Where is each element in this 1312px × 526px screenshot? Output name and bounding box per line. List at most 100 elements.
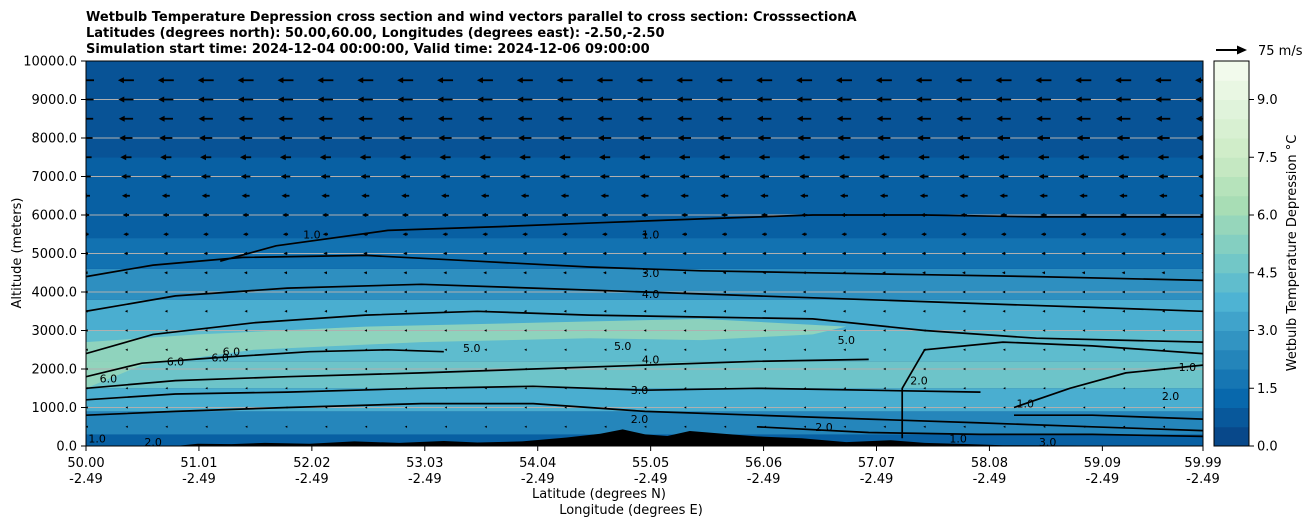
wind-vector	[1077, 154, 1089, 161]
wind-vector	[923, 348, 926, 351]
wind-vector	[722, 271, 726, 275]
wind-vector	[683, 406, 687, 409]
wind-vector	[1081, 271, 1085, 275]
wind-vector	[842, 309, 846, 313]
wind-vector	[241, 193, 250, 199]
wind-vector	[883, 329, 886, 332]
wind-vector	[202, 212, 209, 218]
wind-vector	[125, 329, 128, 332]
wind-vector	[719, 173, 730, 180]
wind-vector	[1035, 96, 1052, 103]
wind-vector	[1160, 232, 1166, 237]
wind-vector	[483, 290, 487, 294]
wind-vector	[597, 96, 613, 103]
y-tick-label: 9000.0	[32, 93, 78, 108]
wind-vector	[563, 309, 567, 313]
y-tick-label: 8000.0	[32, 132, 78, 147]
colorbar-band	[1214, 61, 1249, 81]
wind-vector	[601, 212, 608, 218]
plot-area: 1.03.04.05.0 5.0 5.06.06.0 6.06.04.03.02.01…	[86, 61, 1203, 446]
wind-vector	[1159, 212, 1167, 218]
wind-vector	[683, 348, 687, 351]
wind-vector	[524, 425, 527, 428]
contour-label-7: 6.0	[167, 355, 185, 368]
wind-vector	[723, 329, 727, 332]
wind-vector	[397, 77, 414, 84]
wind-vector	[317, 96, 333, 103]
wind-vector	[999, 193, 1008, 199]
wind-vector	[1082, 290, 1085, 294]
contour-line-5.0-3	[86, 310, 1203, 355]
wind-vector	[404, 329, 407, 332]
wind-vector	[958, 154, 970, 161]
wind-vector	[317, 77, 334, 84]
wind-vector	[883, 348, 886, 351]
wind-vector	[280, 173, 291, 180]
colorbar-band	[1214, 215, 1249, 235]
wind-vector	[604, 348, 607, 351]
wind-vector	[642, 251, 647, 256]
wind-vector	[1195, 77, 1203, 84]
wind-vector	[119, 135, 133, 141]
wind-vector	[563, 290, 567, 294]
wind-vector	[244, 309, 248, 313]
wind-vector	[996, 135, 1011, 141]
colorbar-tick-label: 1.5	[1257, 382, 1278, 397]
wind-vector	[799, 173, 809, 180]
wind-vector	[1122, 406, 1126, 409]
wind-vector	[681, 212, 688, 218]
wind-vector	[763, 348, 766, 351]
wind-vector	[560, 193, 569, 199]
wind-vector	[643, 348, 647, 351]
wind-vector	[198, 115, 213, 122]
wind-vector	[484, 367, 487, 371]
wind-vector	[681, 232, 687, 237]
wind-vectors	[86, 77, 1203, 428]
wind-vector	[482, 232, 488, 237]
wind-vector	[995, 77, 1012, 84]
wind-vector	[958, 173, 969, 180]
wind-vector	[918, 154, 930, 161]
wind-vector	[876, 115, 892, 122]
wind-vector	[1199, 213, 1203, 217]
wind-vector	[600, 193, 609, 199]
y-tick-label: 0.0	[56, 440, 77, 455]
wind-vector	[803, 425, 806, 428]
wind-vector	[1042, 329, 1046, 332]
wind-vector	[444, 367, 447, 371]
contour-label-0: 1.0	[642, 228, 660, 241]
x-tick-label-lat: 54.04	[519, 456, 556, 471]
wind-vector	[403, 271, 407, 275]
wind-vector	[922, 271, 926, 275]
wind-vector	[1122, 309, 1125, 313]
wind-vector	[360, 173, 371, 180]
wind-vector	[1122, 348, 1126, 351]
wind-vector	[1195, 115, 1203, 122]
contour-line-3.0-11	[1014, 414, 1203, 420]
wind-vector	[916, 115, 931, 122]
wind-vector	[398, 135, 412, 141]
y-tick-label: 6000.0	[32, 209, 78, 224]
wind-vector	[723, 309, 726, 313]
wind-vector	[1002, 348, 1006, 351]
x-tick-label-lat: 59.09	[1084, 456, 1121, 471]
wind-vector	[125, 425, 128, 428]
contour-label-6: 6.0	[100, 373, 118, 386]
wind-vector	[1076, 135, 1090, 141]
wind-vector	[1121, 251, 1126, 256]
wind-vector	[842, 271, 846, 275]
wind-vector	[121, 173, 131, 180]
wind-vector	[86, 98, 94, 101]
wind-vector	[963, 387, 966, 390]
wind-vector	[1155, 115, 1171, 122]
wind-vector	[961, 251, 966, 256]
wind-vector	[564, 387, 567, 390]
wind-vector	[437, 77, 454, 84]
wind-vector	[404, 425, 408, 428]
wind-vector	[640, 193, 649, 199]
wind-vector	[361, 193, 370, 199]
wind-vector	[121, 193, 130, 199]
wind-vector	[357, 96, 373, 103]
wind-vector	[1118, 173, 1129, 180]
wind-vector	[1158, 173, 1168, 180]
